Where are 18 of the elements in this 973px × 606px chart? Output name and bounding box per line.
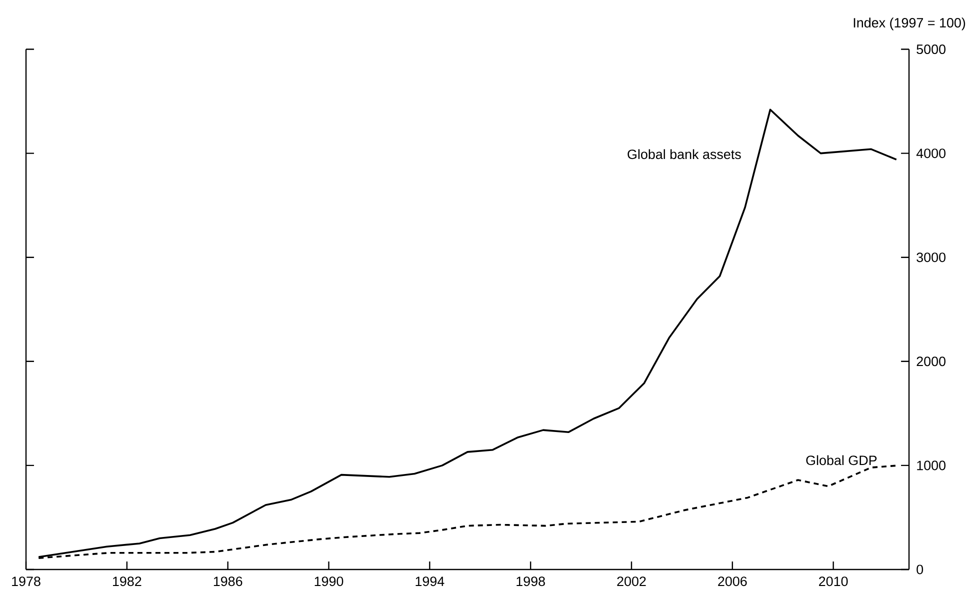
series-label: Global GDP bbox=[806, 455, 877, 466]
x-tick-label: 1982 bbox=[112, 576, 142, 586]
x-tick-label: 1998 bbox=[516, 576, 545, 586]
y-tick-label: 3000 bbox=[916, 252, 946, 262]
x-tick-label: 1994 bbox=[416, 576, 444, 586]
y-axis-title: Index (1997 = 100) bbox=[854, 18, 966, 30]
y-tick-label: 5000 bbox=[916, 44, 946, 54]
x-tick-label: 2010 bbox=[819, 576, 848, 586]
series-label: Global bank assets bbox=[628, 149, 741, 160]
x-tick-label: 1990 bbox=[314, 576, 344, 586]
x-tick-label: 1978 bbox=[12, 576, 40, 586]
x-tick-label: 2006 bbox=[718, 576, 747, 586]
y-tick-label: 0 bbox=[916, 564, 924, 574]
x-tick-label: 1986 bbox=[214, 576, 242, 586]
y-tick-label: 2000 bbox=[916, 356, 946, 366]
y-tick-label: 1000 bbox=[917, 460, 946, 470]
x-tick-label: 2002 bbox=[617, 576, 646, 586]
y-tick-label: 4000 bbox=[916, 148, 946, 158]
